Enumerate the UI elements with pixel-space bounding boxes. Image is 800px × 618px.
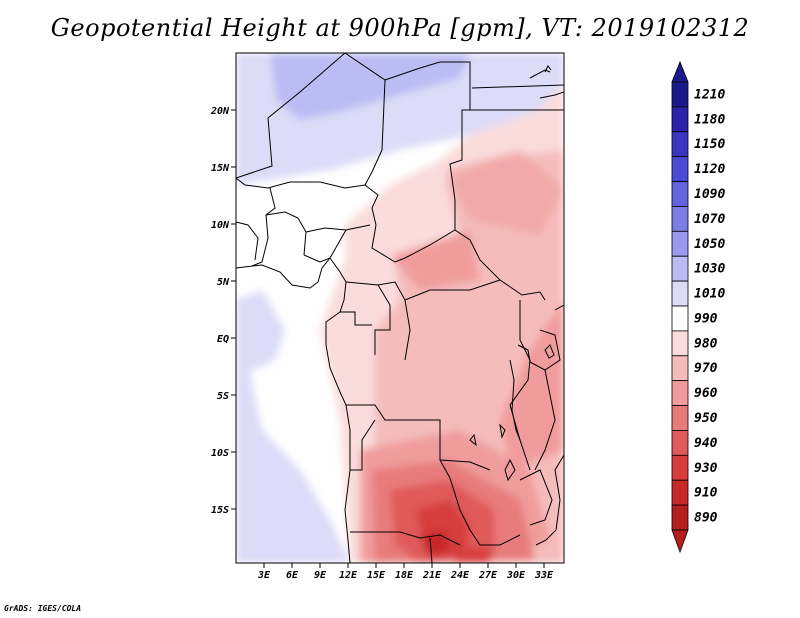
- colorbar-swatch: [671, 430, 689, 456]
- colorbar-swatch: [671, 454, 689, 481]
- colorbar-label: 1010: [694, 287, 725, 302]
- x-tick-label: 3E: [257, 570, 271, 581]
- x-tick-label: 9E: [314, 570, 327, 581]
- y-tick-label: EQ: [217, 334, 229, 345]
- colorbar-swatch: [671, 479, 689, 506]
- colorbar-swatch: [671, 81, 689, 108]
- colorbar-label: 940: [694, 436, 718, 451]
- colorbar-label: 950: [694, 411, 718, 426]
- colorbar-label: 910: [694, 486, 718, 501]
- y-tick-label: 15S: [211, 505, 229, 516]
- plot-frame: [235, 52, 565, 564]
- colorbar-label: 1030: [694, 262, 725, 277]
- y-tick-label: 5N: [217, 277, 230, 288]
- colorbar-bottom-arrow: [671, 529, 689, 554]
- colorbar-swatch: [671, 131, 689, 158]
- colorbar-label: 1210: [694, 87, 725, 102]
- colorbar-swatch: [671, 206, 689, 232]
- map-title: Geopotential Height at 900hPa [gpm], VT:…: [50, 14, 750, 42]
- colorbar-label: 1050: [694, 237, 725, 252]
- x-axis: 3E 6E 9E 12E 15E 18E 21E 24E 27E 30E 33E: [257, 563, 554, 581]
- colorbar-swatch: [671, 255, 689, 282]
- x-tick-label: 30E: [506, 570, 526, 581]
- y-tick-label: 20N: [210, 106, 230, 117]
- colorbar-swatch: [671, 106, 689, 133]
- x-tick-label: 27E: [478, 570, 498, 581]
- x-tick-label: 33E: [534, 570, 554, 581]
- colorbar-label: 1120: [694, 162, 725, 177]
- colorbar-swatch: [671, 380, 689, 406]
- colorbar-label: 1150: [694, 137, 725, 152]
- colorbar-top-arrow: [671, 60, 689, 83]
- colorbar-swatch: [671, 280, 689, 307]
- x-tick-label: 24E: [450, 570, 470, 581]
- colorbar-swatch: [671, 355, 689, 382]
- country-borders: [236, 53, 564, 563]
- y-tick-label: 5S: [217, 391, 229, 402]
- colorbar-swatch: [671, 230, 689, 257]
- colorbar-label: 1090: [694, 187, 725, 202]
- y-tick-label: 10N: [211, 220, 230, 231]
- colorbar-label: 890: [694, 511, 718, 526]
- x-tick-label: 21E: [422, 570, 442, 581]
- colorbar-swatch: [671, 156, 689, 182]
- colorbar-swatch: [671, 330, 689, 357]
- colorbar-label: 970: [694, 361, 718, 376]
- colorbar-label: 930: [694, 461, 718, 476]
- x-tick-label: 12E: [339, 570, 358, 581]
- colorbar-label: 980: [694, 336, 718, 351]
- y-axis: 20N 15N 10N 5N EQ 5S 10S 15S: [210, 106, 236, 516]
- y-tick-label: 15N: [211, 163, 230, 174]
- colorbar-label: 1180: [694, 112, 725, 127]
- colorbar-label: 960: [694, 386, 718, 401]
- colorbar-swatch: [671, 405, 689, 431]
- colorbar-label: 1070: [694, 212, 725, 227]
- x-tick-label: 15E: [367, 570, 386, 581]
- x-tick-label: 6E: [286, 570, 299, 581]
- y-tick-label: 10S: [211, 448, 229, 459]
- colorbar-label: 990: [694, 311, 718, 326]
- colorbar: 1210 1180 1150 1120 1090 1070 1050 1030 1010 990 9…: [671, 60, 725, 554]
- grads-credit: GrADS: IGES/COLA: [4, 604, 82, 613]
- colorbar-swatch: [671, 181, 689, 207]
- geopotential-shading: [236, 53, 564, 563]
- x-tick-label: 18E: [395, 570, 414, 581]
- colorbar-swatch: [671, 504, 689, 531]
- colorbar-swatch: [671, 305, 689, 332]
